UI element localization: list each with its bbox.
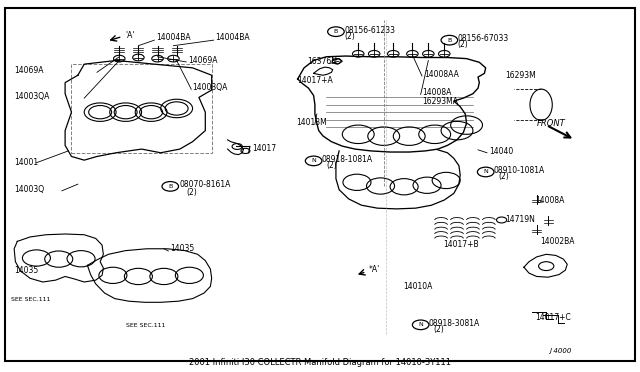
- Text: 14008AA: 14008AA: [424, 70, 459, 79]
- Text: J 4000: J 4000: [549, 348, 572, 354]
- Text: N: N: [311, 158, 316, 163]
- Text: 14035: 14035: [14, 266, 38, 275]
- Text: 08156-67033: 08156-67033: [458, 34, 509, 43]
- Text: 08918-1081A: 08918-1081A: [322, 155, 373, 164]
- Text: 14001: 14001: [14, 158, 38, 167]
- Text: 08156-61233: 08156-61233: [344, 26, 396, 35]
- Text: (2): (2): [499, 172, 509, 182]
- Text: 2001 Infiniti I30 COLLECTR Manifold Diagram for 14010-3Y111: 2001 Infiniti I30 COLLECTR Manifold Diag…: [189, 358, 451, 367]
- Text: 14017: 14017: [252, 144, 276, 153]
- Text: 14017+B: 14017+B: [443, 240, 479, 248]
- Text: 16293M: 16293M: [505, 71, 536, 80]
- Text: 14035: 14035: [170, 244, 195, 253]
- Text: SEE SEC.111: SEE SEC.111: [11, 297, 51, 302]
- Text: 14008A: 14008A: [536, 196, 564, 205]
- Text: 14003Q: 14003Q: [14, 185, 44, 194]
- Text: 14719N: 14719N: [505, 215, 534, 224]
- Text: B: B: [447, 38, 451, 43]
- Text: 14004BA: 14004BA: [216, 33, 250, 42]
- Text: 14004BA: 14004BA: [156, 33, 191, 42]
- Text: 14003QA: 14003QA: [193, 83, 228, 92]
- Text: FRONT: FRONT: [537, 119, 565, 128]
- Text: 'A': 'A': [125, 31, 135, 40]
- Text: 14010A: 14010A: [403, 282, 432, 291]
- Text: *A': *A': [369, 264, 380, 274]
- Text: 14013M: 14013M: [296, 118, 326, 127]
- Text: N: N: [419, 322, 423, 327]
- Text: 08070-8161A: 08070-8161A: [180, 180, 231, 189]
- Text: SEE SEC.111: SEE SEC.111: [125, 323, 165, 328]
- Text: B: B: [334, 29, 338, 34]
- Text: 14040: 14040: [489, 147, 513, 155]
- Text: 14003QA: 14003QA: [14, 92, 49, 101]
- Text: 14017+A: 14017+A: [298, 76, 333, 85]
- Text: N: N: [483, 170, 488, 174]
- Text: (2): (2): [344, 32, 355, 41]
- Text: 14002BA: 14002BA: [540, 237, 574, 246]
- Text: 08910-1081A: 08910-1081A: [494, 166, 545, 175]
- Text: 16376N: 16376N: [307, 57, 337, 66]
- Text: B: B: [168, 184, 172, 189]
- Text: (2): (2): [326, 161, 337, 170]
- Text: (2): (2): [433, 325, 444, 334]
- Text: 14008A: 14008A: [422, 88, 451, 97]
- Text: (2): (2): [186, 188, 197, 197]
- Text: (2): (2): [458, 40, 468, 49]
- Text: 16293MA: 16293MA: [422, 97, 458, 106]
- Text: 14069A: 14069A: [188, 56, 218, 65]
- Text: 14017+C: 14017+C: [536, 312, 571, 322]
- Text: 14069A: 14069A: [14, 66, 44, 75]
- Text: 08918-3081A: 08918-3081A: [429, 319, 480, 328]
